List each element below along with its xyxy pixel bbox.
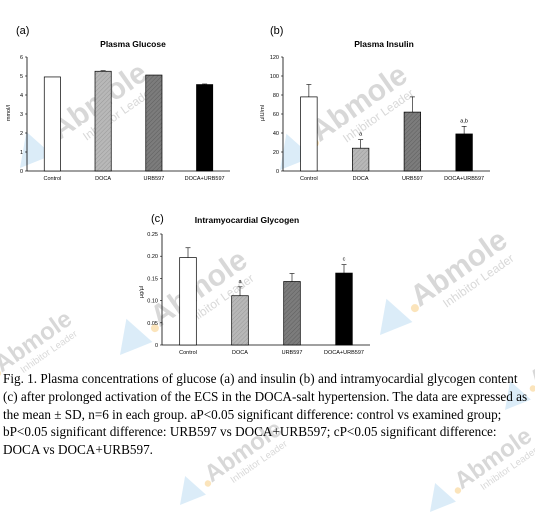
y-tick-label: 3 xyxy=(20,112,23,118)
bar xyxy=(403,111,422,172)
y-tick-label: 1 xyxy=(20,150,23,156)
y-tick-label: 80 xyxy=(273,93,279,99)
category-label: URB597 xyxy=(143,176,164,182)
y-tick-label: 40 xyxy=(273,131,279,137)
y-axis-label: µg/µl xyxy=(139,286,145,298)
panel-letter: (b) xyxy=(270,25,283,37)
significance-label: a,b xyxy=(460,118,468,124)
chart-title: Plasma Insulin xyxy=(354,39,414,49)
chart-title: Plasma Glucose xyxy=(100,39,166,49)
category-label: Control xyxy=(300,176,318,182)
bar xyxy=(283,281,301,346)
y-tick-label: 0.15 xyxy=(147,276,158,282)
y-tick-label: 0 xyxy=(155,343,158,349)
y-tick-label: 5 xyxy=(20,74,23,80)
chart-title: Intramyocardial Glycogen xyxy=(195,215,299,225)
bar xyxy=(94,70,112,172)
category-label: DOCA xyxy=(232,350,248,356)
y-tick-label: 0 xyxy=(276,169,279,175)
category-label: URB597 xyxy=(282,350,303,356)
y-tick-label: 4 xyxy=(20,93,23,99)
bar xyxy=(455,133,473,172)
category-label: DOCA xyxy=(95,176,111,182)
y-tick-label: 20 xyxy=(273,150,279,156)
y-tick-label: 0.10 xyxy=(147,299,158,305)
y-tick-label: 0.25 xyxy=(147,232,158,238)
y-tick-label: 0.05 xyxy=(147,321,158,327)
panel-letter: (c) xyxy=(151,213,164,225)
category-label: URB597 xyxy=(402,176,423,182)
significance-label: a xyxy=(359,132,363,138)
bar xyxy=(300,96,318,172)
y-tick-label: 100 xyxy=(270,74,279,80)
category-label: Control xyxy=(179,350,197,356)
chart-panel-c: (c) Intramyocardial Glycogen µg/µl 0 0.05 0.1… xyxy=(139,213,370,356)
bar xyxy=(231,295,249,346)
category-label: DOCA+URB597 xyxy=(185,176,225,182)
y-axis-label: mmol/l xyxy=(6,105,12,121)
category-label: Control xyxy=(44,176,62,182)
category-label: DOCA+URB597 xyxy=(444,176,484,182)
bar xyxy=(145,74,163,172)
chart-panel-a: (a) Plasma Glucose mmol/l 0 1 2 3 4 5 6 Control DOC… xyxy=(6,25,230,182)
y-tick-label: 0.20 xyxy=(147,254,158,260)
y-tick-label: 120 xyxy=(270,55,279,61)
bar xyxy=(351,147,370,172)
category-label: DOCA+URB597 xyxy=(324,350,364,356)
significance-label: c xyxy=(343,257,346,263)
y-tick-label: 60 xyxy=(273,112,279,118)
y-tick-label: 2 xyxy=(20,131,23,137)
panel-letter: (a) xyxy=(16,25,29,37)
figure-caption: Fig. 1. Plasma concentrations of glucose… xyxy=(3,371,528,458)
y-tick-label: 6 xyxy=(20,55,23,61)
bar xyxy=(43,76,61,172)
y-tick-label: 0 xyxy=(20,169,23,175)
bar xyxy=(335,272,353,346)
category-label: DOCA xyxy=(353,176,369,182)
significance-label: a xyxy=(238,279,242,285)
bar xyxy=(196,84,214,172)
bar xyxy=(179,257,197,346)
y-axis-label: µIU/ml xyxy=(260,105,266,121)
chart-panel-b: (b) Plasma Insulin µIU/ml 0 20 40 60 80 100 120 Co… xyxy=(260,25,490,182)
